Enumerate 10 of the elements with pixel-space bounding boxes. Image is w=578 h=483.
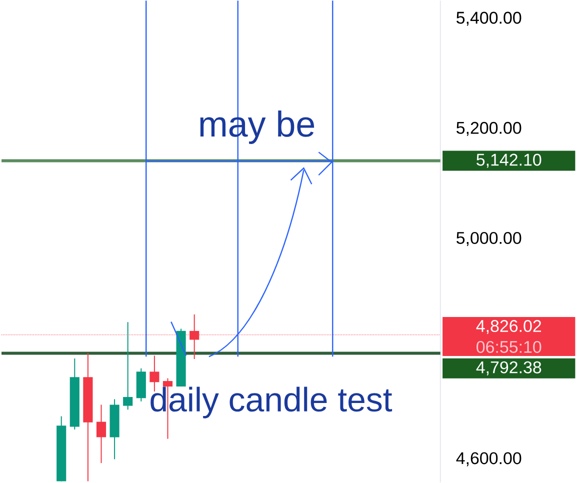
y-tick-label: 4,600.00 — [456, 452, 522, 466]
text: 06:55:10 — [476, 341, 542, 354]
ref-line-label: 4,826.02 — [476, 320, 542, 334]
candlestick — [96, 404, 106, 464]
candlestick — [123, 322, 133, 410]
ref-line-label: 5,142.10 — [476, 154, 542, 168]
y-tick-label: 5,000.00 — [456, 232, 522, 246]
y-tick-label: 5,200.00 — [456, 122, 522, 136]
ref-line-label: 4,792.38 — [476, 361, 542, 376]
y-tick-label: 5,400.00 — [456, 12, 522, 26]
